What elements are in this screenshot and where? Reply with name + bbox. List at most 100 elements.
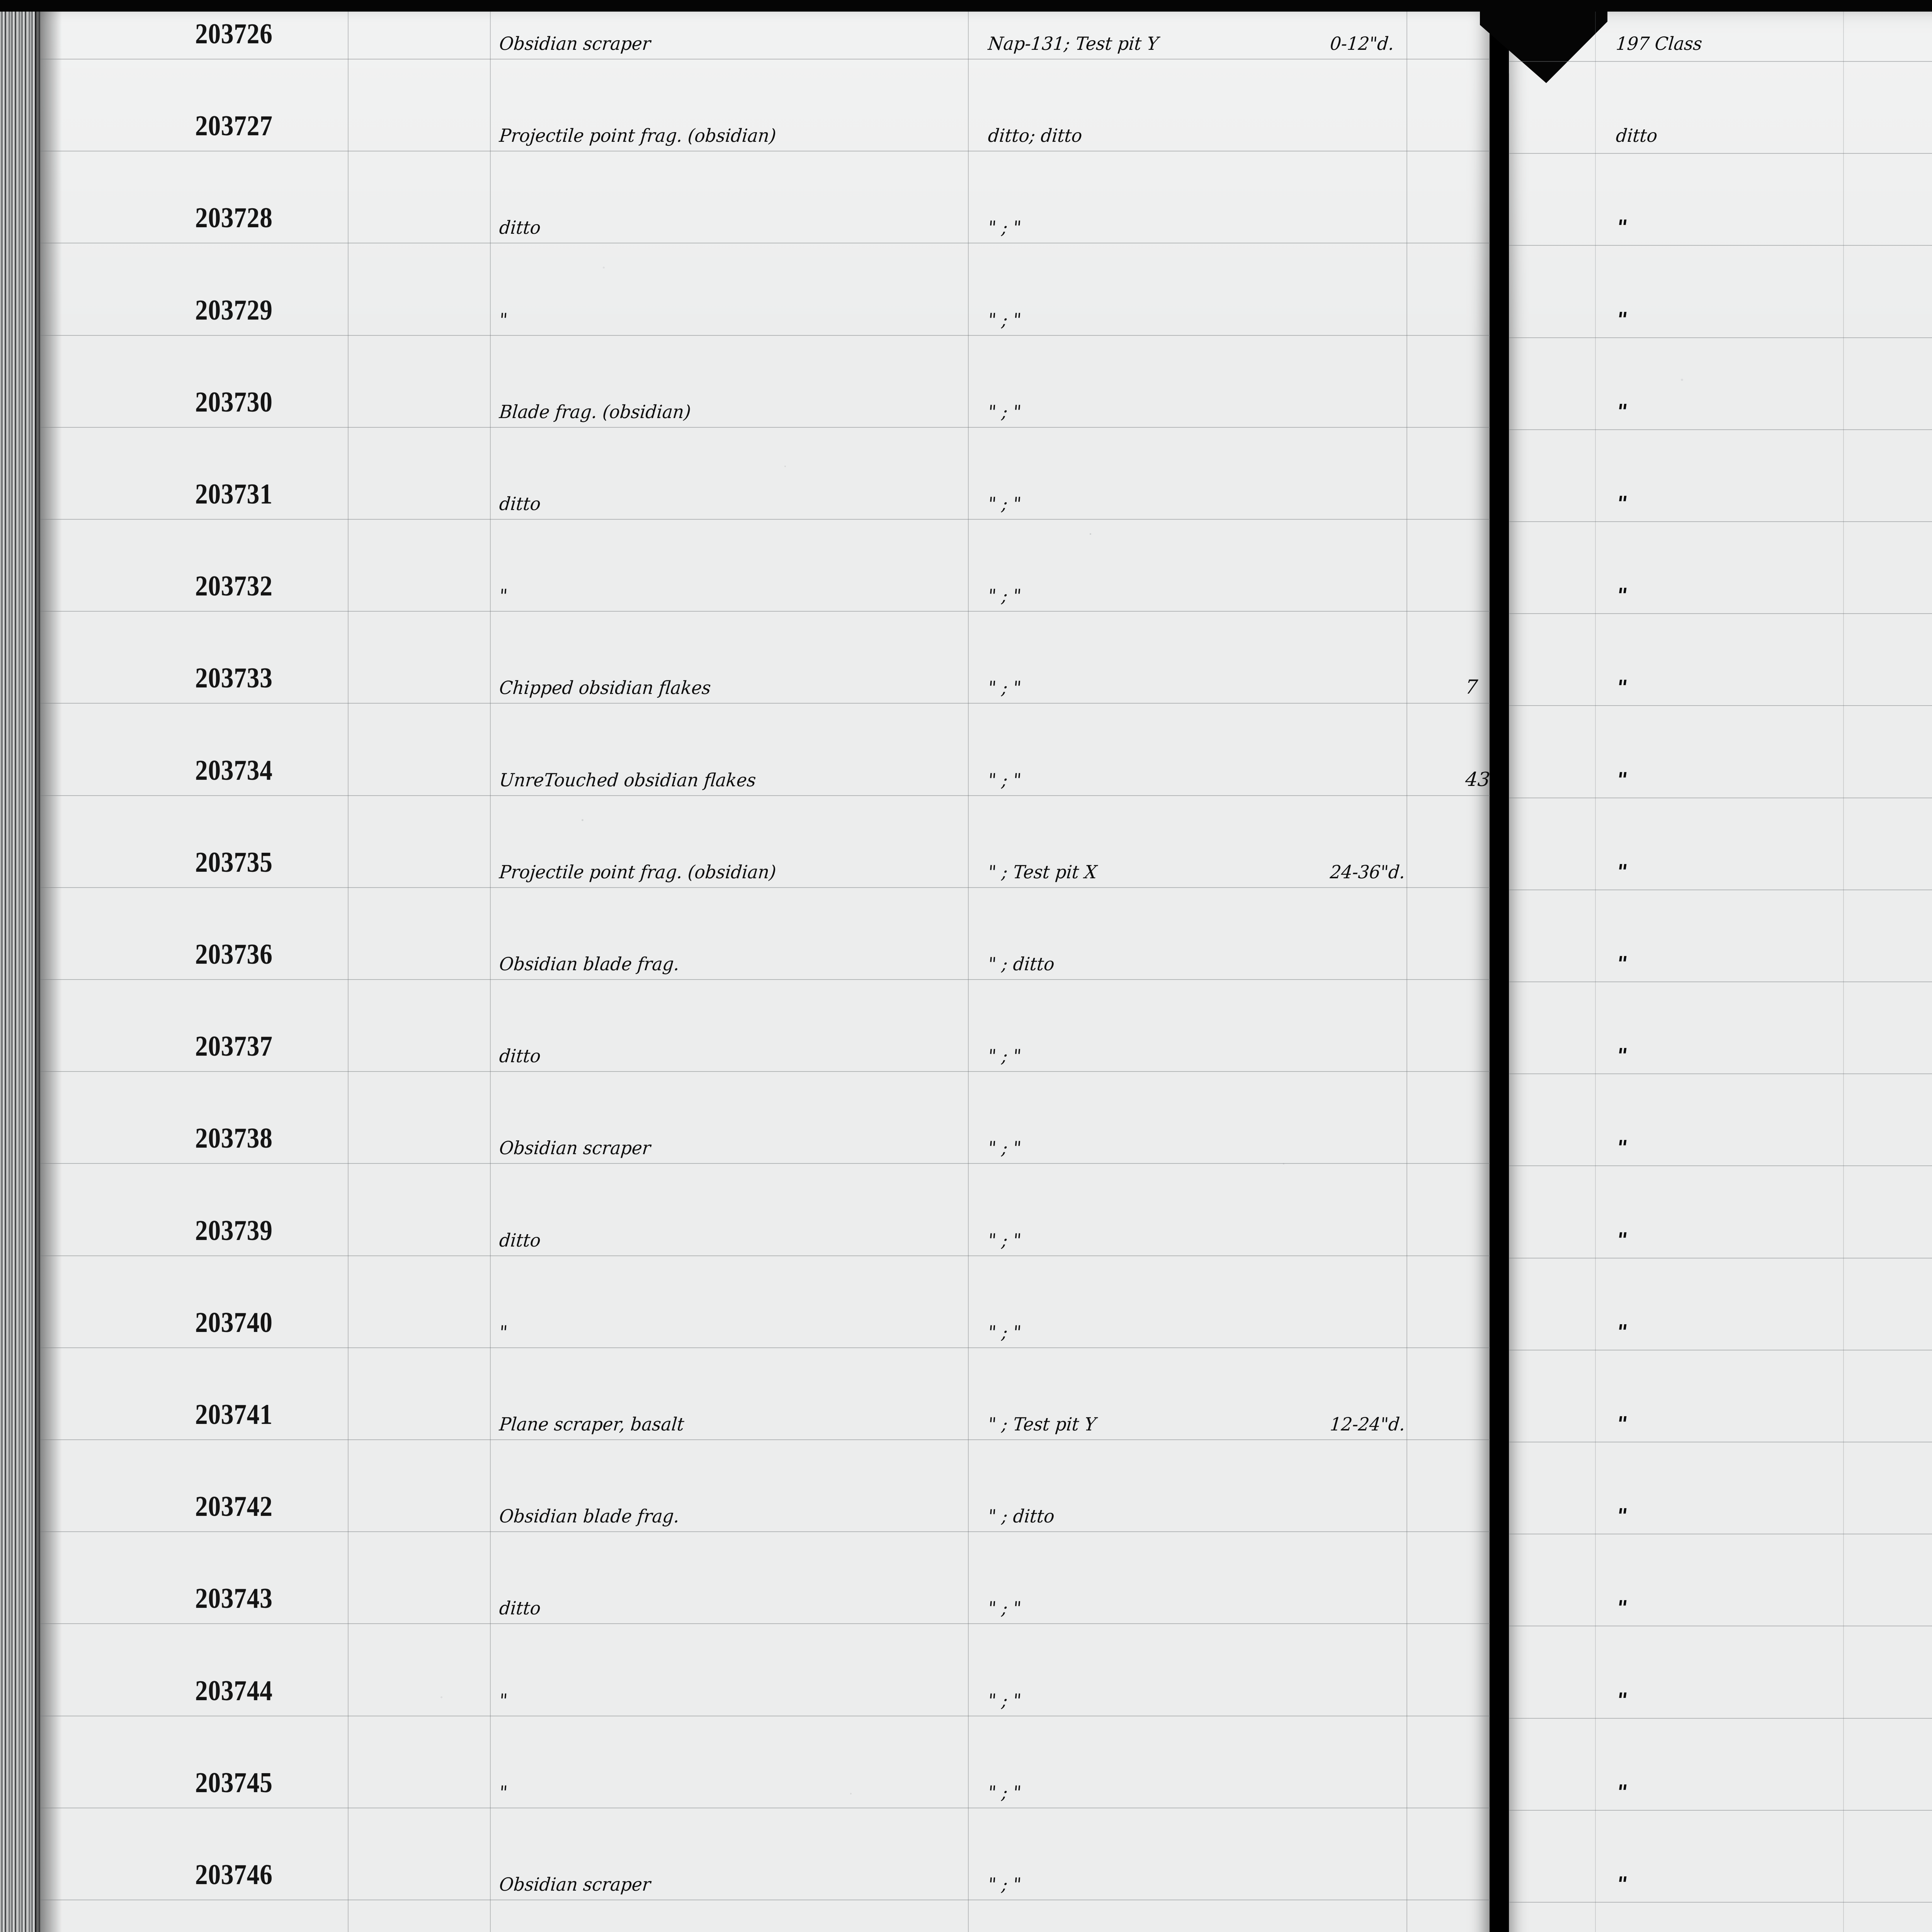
row-rule-right: [1509, 1165, 1932, 1166]
entry-provenience: " ; ": [987, 309, 1022, 331]
entry-provenience: " ; ": [987, 1598, 1022, 1619]
entry-description: ditto: [498, 217, 542, 239]
accession-number: 203736: [195, 939, 273, 970]
entry-description: ditto: [498, 1046, 542, 1067]
row-rule-right: [1509, 521, 1932, 522]
col-rule-left-2: [490, 12, 491, 1932]
entry-provenience: " ; ": [987, 1321, 1022, 1343]
entry-provenience: " ; ": [987, 401, 1022, 423]
col-rule-left-4: [1406, 12, 1407, 1932]
entry-description: Obsidian scraper: [498, 33, 651, 54]
accession-number: 203735: [195, 846, 273, 878]
entry-quantity: 43: [1464, 768, 1491, 791]
entry-provenience: " ; ": [987, 1138, 1022, 1159]
row-rule-left: [40, 1531, 1490, 1532]
row-rule-left: [40, 59, 1490, 60]
row-rule-left: [40, 1163, 1490, 1164]
col-rule-left-1: [348, 12, 349, 1932]
accession-number: 203744: [195, 1675, 273, 1707]
center-gutter-top: [1491, 46, 1509, 93]
accession-number: 203730: [195, 386, 273, 418]
entry-provenience: " ; ditto: [987, 1506, 1056, 1527]
row-rule-right: [1509, 153, 1932, 154]
entry-description: Obsidian scraper: [498, 1874, 651, 1895]
entry-description: Chipped obsidian flakes: [498, 677, 712, 699]
accession-number: 203733: [195, 662, 273, 694]
col-rule-left-3: [968, 12, 969, 1932]
accession-number: 203737: [195, 1031, 273, 1063]
accession-number: 203731: [195, 478, 273, 510]
row-rule-left: [40, 887, 1490, 888]
row-rule-left: [40, 979, 1490, 980]
entry-provenience: " ; ": [987, 1782, 1022, 1803]
row-rule-right: [1509, 1258, 1932, 1259]
entry-provenience: " ; ": [987, 769, 1022, 791]
row-rule-right: [1509, 429, 1932, 430]
entry-provenience: Nap-131; Test pit Y: [987, 33, 1160, 54]
entry-provenience: " ; ": [987, 1874, 1022, 1895]
row-rule-right: [1509, 1718, 1932, 1719]
row-rule-left: [40, 335, 1490, 336]
row-rule-right: [1509, 1902, 1932, 1903]
paper-speck-4: [1681, 379, 1683, 381]
row-rule-left: [40, 519, 1490, 520]
row-rule-left: [40, 1439, 1490, 1440]
row-rule-left: [40, 611, 1490, 612]
accession-number: 203727: [195, 110, 273, 142]
accession-number: 203741: [195, 1399, 273, 1430]
entry-provenience: " ; ": [987, 585, 1022, 607]
row-rule-left: [40, 703, 1490, 704]
row-rule-right: [1509, 337, 1932, 338]
paper-speck-2: [582, 819, 583, 821]
accession-number: 203738: [195, 1122, 273, 1155]
accession-number: 203742: [195, 1491, 273, 1523]
paper-speck-8: [440, 1696, 442, 1698]
entry-description: Obsidian blade frag.: [498, 1506, 680, 1527]
entry-provenience: " ; ": [987, 1046, 1022, 1067]
top-surround: [0, 0, 1932, 12]
accession-number: 203746: [195, 1859, 273, 1891]
entry-description: ditto: [498, 1230, 542, 1251]
row-rule-right: [1509, 981, 1932, 982]
row-rule-right: [1509, 1810, 1932, 1811]
entry-description: Projectile point frag. (obsidian): [498, 861, 777, 883]
row-rule-right: [1509, 889, 1932, 890]
accession-number: 203728: [195, 202, 273, 234]
row-rule-left: [40, 1347, 1490, 1348]
entry-provenience: " ; ": [987, 1690, 1022, 1711]
paper-speck-9: [850, 1793, 852, 1794]
entry-description: ditto: [498, 493, 542, 515]
entry-description: Blade frag. (obsidian): [498, 401, 692, 423]
accession-number: 203740: [195, 1306, 273, 1338]
row-rule-left: [40, 1255, 1490, 1256]
row-rule-right: [1509, 705, 1932, 706]
entry-provenience: " ; Test pit X: [987, 861, 1098, 883]
row-rule-left: [40, 1623, 1490, 1624]
entry-description: Projectile point frag. (obsidian): [498, 125, 777, 147]
ledger-page-left: [39, 11, 1490, 1932]
row-rule-left: [40, 795, 1490, 796]
row-rule-left: [40, 1071, 1490, 1072]
row-rule-left: [40, 427, 1490, 428]
accession-number: 203732: [195, 570, 273, 602]
entry-provenience: " ; ": [987, 493, 1022, 515]
paper-speck-12: [1283, 1163, 1284, 1165]
entry-provenience: ditto; ditto: [987, 125, 1083, 147]
entry-depth: 12-24"d.: [1329, 1414, 1406, 1435]
entry-provenience: " ; ": [987, 217, 1022, 239]
entry-description: Obsidian scraper: [498, 1138, 651, 1159]
paper-speck-1: [784, 466, 786, 467]
entry-class: ditto: [1615, 125, 1658, 147]
accession-number: 203739: [195, 1214, 273, 1247]
entry-provenience: " ; ditto: [987, 954, 1056, 975]
entry-description: UnreTouched obsidian flakes: [498, 769, 757, 791]
center-gutter: [1490, 73, 1509, 1932]
entry-depth: 0-12"d.: [1329, 33, 1395, 54]
entry-provenience: " ; ": [987, 1230, 1022, 1251]
entry-provenience: " ; Test pit Y: [987, 1414, 1097, 1435]
entry-description: Plane scraper, basalt: [498, 1414, 685, 1435]
row-rule-right: [1509, 61, 1932, 62]
entry-depth: 24-36"d.: [1329, 861, 1406, 883]
paper-speck-3: [1090, 533, 1091, 535]
